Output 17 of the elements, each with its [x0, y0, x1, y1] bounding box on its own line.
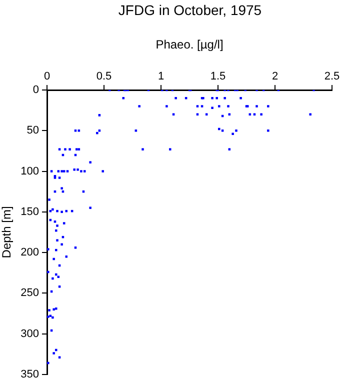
y-tick-label: 300	[20, 328, 39, 340]
y-tick-label: 150	[20, 206, 39, 218]
x-axis-title: Phaeo. [µg/l]	[156, 38, 224, 52]
y-tick-label: 0	[32, 84, 39, 96]
y-tick-label: 100	[20, 165, 39, 178]
y-tick-label: 250	[20, 287, 39, 300]
chart-title: JFDG in October, 1975	[118, 2, 262, 18]
y-tick-label: 200	[20, 246, 39, 259]
x-tick-label: 2.5	[324, 70, 340, 82]
x-tick-label: 1	[158, 70, 164, 82]
x-tick-label: 0	[44, 70, 50, 82]
y-tick-label: 350	[20, 368, 39, 380]
y-tick-label: 50	[26, 124, 39, 137]
x-tick-label: 0.5	[96, 70, 112, 82]
y-axis-title: Depth [m]	[0, 206, 14, 258]
x-tick-label: 1.5	[210, 70, 226, 82]
x-tick-label: 2	[272, 70, 278, 82]
